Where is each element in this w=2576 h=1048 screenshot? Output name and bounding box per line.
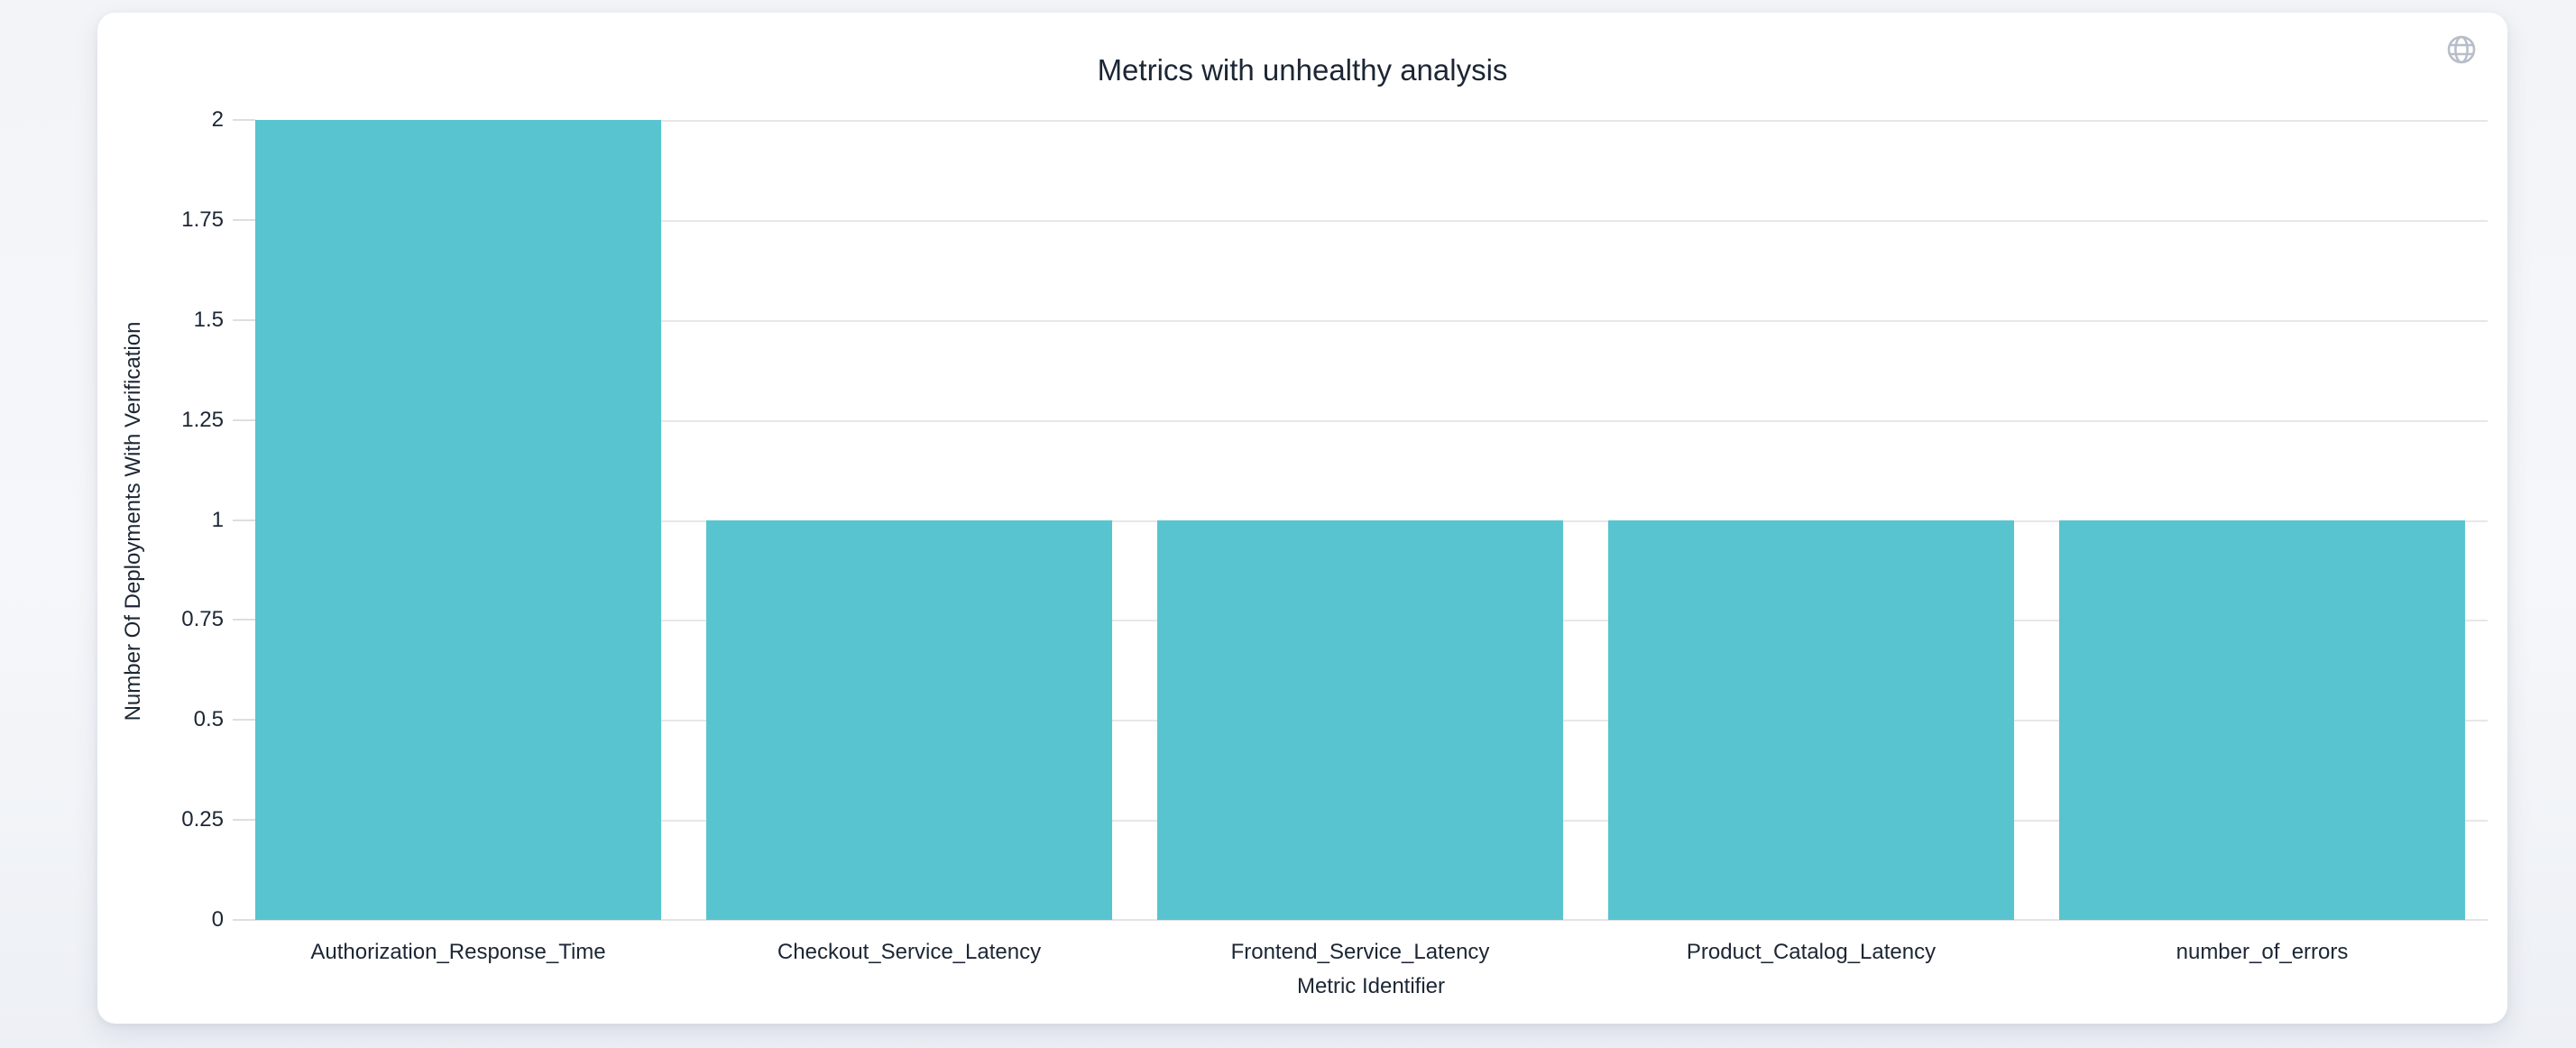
y-tick-mark-0.25: [233, 819, 255, 822]
bar-checkout_service_latency[interactable]: [706, 519, 1112, 920]
y-tick-label-1.5: 1.5: [193, 307, 224, 332]
chart-card: Metrics with unhealthy analysis Number O…: [97, 13, 2507, 1024]
gridline-1.5: [255, 319, 2488, 322]
y-tick-label-0: 0: [211, 907, 224, 932]
y-tick-mark-1.75: [233, 218, 255, 221]
x-axis-title: Metric Identifier: [1296, 974, 1446, 998]
y-tick-mark-0.75: [233, 619, 255, 621]
y-tick-label-0.25: 0.25: [181, 807, 224, 832]
y-tick-mark-1.5: [233, 318, 255, 321]
x-tick-label-product_catalog_latency: Product_Catalog_Latency: [1686, 940, 1937, 964]
x-tick-label-frontend_service_latency: Frontend_Service_Latency: [1230, 940, 1490, 964]
y-tick-mark-0: [233, 919, 255, 921]
gridline-2: [255, 120, 2488, 122]
y-tick-label-1: 1: [211, 507, 224, 532]
bar-number_of_errors[interactable]: [2059, 519, 2465, 920]
plot-area: [255, 120, 2488, 921]
x-tick-label-number_of_errors: number_of_errors: [2176, 940, 2349, 964]
bar-product_catalog_latency[interactable]: [1608, 519, 2014, 920]
y-tick-label-0.5: 0.5: [193, 707, 224, 732]
y-tick-mark-2: [233, 119, 255, 121]
bar-authorization_response_time[interactable]: [255, 120, 661, 920]
bar-frontend_service_latency[interactable]: [1157, 519, 1563, 920]
gridline-1.25: [255, 419, 2488, 422]
y-tick-label-2: 2: [211, 107, 224, 132]
globe-icon[interactable]: [2445, 33, 2478, 66]
y-tick-label-1.75: 1.75: [181, 207, 224, 232]
gridline-1.75: [255, 219, 2488, 222]
y-tick-mark-1: [233, 519, 255, 521]
y-tick-label-0.75: 0.75: [181, 607, 224, 632]
x-axis-baseline: [255, 919, 2488, 921]
y-tick-label-1.25: 1.25: [181, 407, 224, 432]
x-tick-label-checkout_service_latency: Checkout_Service_Latency: [777, 940, 1042, 964]
chart-title: Metrics with unhealthy analysis: [1097, 53, 1508, 87]
y-tick-mark-0.5: [233, 719, 255, 722]
y-tick-mark-1.25: [233, 418, 255, 421]
x-tick-label-authorization_response_time: Authorization_Response_Time: [310, 940, 606, 964]
